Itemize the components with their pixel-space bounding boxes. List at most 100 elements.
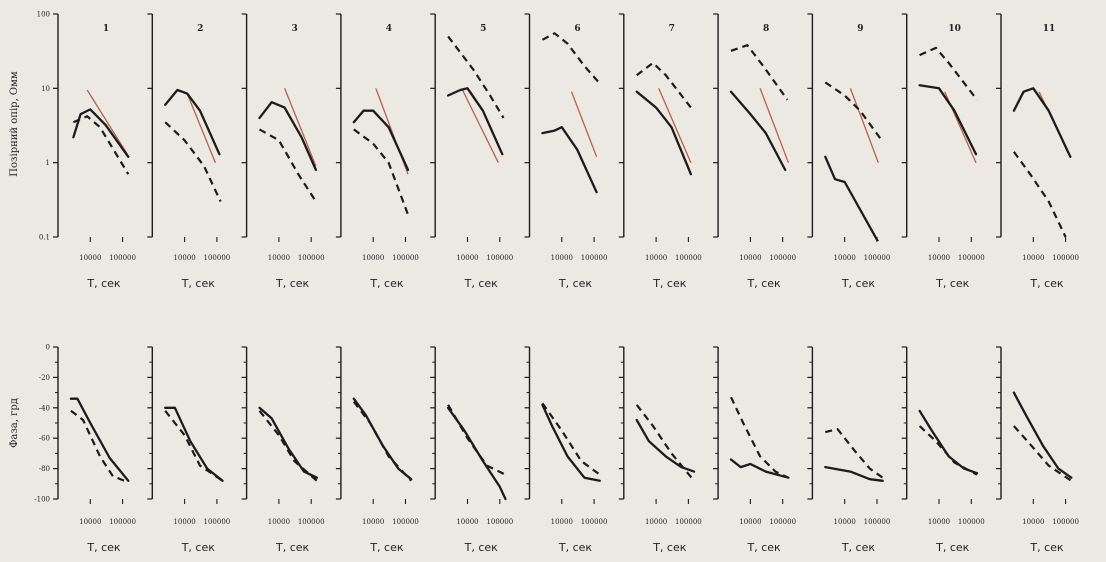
plot-area <box>164 406 224 482</box>
plot-area <box>72 89 130 175</box>
x-tick-label: 10000 <box>551 518 573 526</box>
y-tick-label: 0 <box>46 344 50 352</box>
solid-curve <box>164 406 224 482</box>
reference-line <box>461 89 499 163</box>
dashed-curve <box>825 428 884 479</box>
plot-area <box>918 46 978 163</box>
dashed-curve <box>70 409 129 484</box>
panel-0-7: 10000 100000 T, сек 8 <box>713 13 796 290</box>
panel-number: 8 <box>763 24 769 34</box>
plot-area <box>258 88 318 203</box>
x-tick-label: 100000 <box>675 518 702 526</box>
solid-curve <box>258 101 318 172</box>
x-axis-label: T, сек <box>747 277 782 290</box>
panel-1-8: 10000 100000 T, сек <box>807 346 890 554</box>
y-tick-label: -80 <box>39 465 50 473</box>
dashed-curve <box>636 61 692 109</box>
panel-1-7: 10000 100000 T, сек <box>713 346 796 554</box>
panel-0-3: 10000 100000 T, сек 4 <box>335 13 419 290</box>
x-tick-label: 100000 <box>109 518 136 526</box>
dashed-curve <box>164 121 222 202</box>
x-axis-label: T, сек <box>86 277 121 290</box>
x-axis-label: T, сек <box>369 541 404 554</box>
solid-curve <box>258 406 319 479</box>
panel-number: 5 <box>480 24 486 34</box>
solid-curve <box>69 397 130 482</box>
dashed-curve <box>1013 425 1072 482</box>
plot-area <box>258 406 319 482</box>
reference-line <box>186 93 217 163</box>
dashed-curve <box>919 46 978 101</box>
x-axis-label: T, сек <box>935 541 970 554</box>
reference-line <box>849 88 879 163</box>
panel-1-3: 10000 100000 T, сек <box>335 346 419 554</box>
x-tick-label: 10000 <box>645 254 667 262</box>
x-tick-label: 100000 <box>1052 254 1079 262</box>
x-axis-label: T, сек <box>652 541 687 554</box>
plot-area <box>164 88 222 202</box>
x-tick-label: 10000 <box>173 518 195 526</box>
solid-curve <box>824 155 880 241</box>
panel-0-5: 10000 100000 T, сек 6 <box>524 13 607 290</box>
y-tick-label: -40 <box>39 404 50 412</box>
x-axis-label: T, сек <box>86 541 121 554</box>
x-tick-label: 100000 <box>864 254 891 262</box>
reference-line <box>283 88 317 167</box>
solid-curve <box>446 87 504 156</box>
y-tick-label: -60 <box>39 435 50 443</box>
plot-area <box>541 402 601 482</box>
dashed-curve <box>918 425 978 476</box>
panel-1-4: 10000 100000 T, сек <box>430 346 513 554</box>
plot-area <box>729 396 790 479</box>
x-axis-label: T, сек <box>275 541 310 554</box>
x-tick-label: 100000 <box>486 518 513 526</box>
x-axis-label: T, сек <box>181 277 216 290</box>
dashed-curve <box>541 32 600 84</box>
x-tick-label: 100000 <box>109 254 136 262</box>
x-tick-label: 100000 <box>298 254 325 262</box>
plot-area <box>69 397 130 484</box>
x-axis-label: T, сек <box>558 277 593 290</box>
dashed-curve <box>1013 151 1067 238</box>
x-axis-label: T, сек <box>558 541 593 554</box>
x-tick-label: 10000 <box>739 518 761 526</box>
x-tick-label: 100000 <box>486 254 513 262</box>
plot-area <box>824 81 883 241</box>
plot-area <box>1012 87 1072 238</box>
solid-curve <box>729 458 790 479</box>
x-tick-label: 100000 <box>392 254 419 262</box>
x-tick-label: 10000 <box>268 518 290 526</box>
y-tick-label: 1 <box>46 159 50 167</box>
y-tick-label: 0.1 <box>39 234 50 242</box>
solid-curve <box>72 108 130 158</box>
x-tick-label: 10000 <box>928 254 950 262</box>
x-tick-label: 10000 <box>456 518 478 526</box>
dashed-curve <box>258 128 317 203</box>
x-tick-label: 10000 <box>551 254 573 262</box>
x-tick-label: 10000 <box>362 254 384 262</box>
solid-curve <box>446 406 507 501</box>
x-tick-label: 100000 <box>204 518 231 526</box>
solid-curve <box>824 465 884 482</box>
solid-curve <box>1012 391 1073 479</box>
x-tick-label: 100000 <box>769 254 796 262</box>
dashed-curve <box>730 396 789 479</box>
panel-0-4: 10000 100000 T, сек 5 <box>430 13 513 290</box>
plot-area <box>352 397 413 482</box>
dashed-curve <box>824 81 883 141</box>
panel-number: 9 <box>857 24 863 34</box>
y-tick-label: 100 <box>37 11 50 19</box>
panel-number: 6 <box>574 24 580 34</box>
x-axis-label: T, сек <box>841 541 876 554</box>
x-tick-label: 100000 <box>298 518 325 526</box>
solid-curve <box>635 418 696 473</box>
plot-area <box>1012 391 1073 482</box>
plot-area <box>635 404 696 482</box>
plot-area <box>352 88 410 215</box>
y-tick-label: -100 <box>34 496 50 504</box>
solid-curve <box>729 90 787 172</box>
dashed-curve <box>352 401 413 482</box>
plot-area <box>729 44 790 172</box>
x-tick-label: 100000 <box>958 518 985 526</box>
x-tick-label: 100000 <box>392 518 419 526</box>
